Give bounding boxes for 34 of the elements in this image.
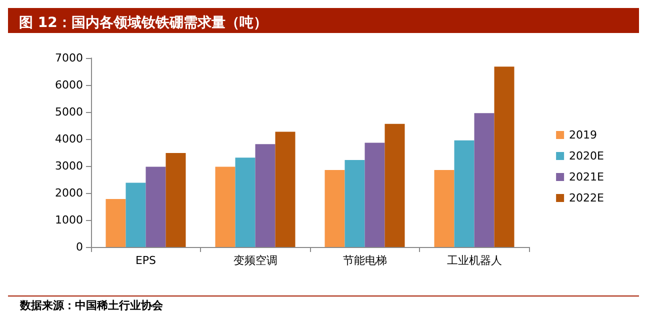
y-tick-label: 7000 [55, 52, 83, 64]
bar [166, 153, 186, 247]
legend-label: 2019 [569, 128, 598, 142]
source-note: 数据来源：中国稀土行业协会 [19, 299, 164, 312]
bar [384, 124, 405, 247]
y-tick-label: 4000 [55, 132, 83, 146]
y-tick-label: 6000 [55, 78, 83, 92]
bar [215, 166, 236, 247]
bar [255, 144, 276, 247]
legend-label: 2021E [569, 170, 604, 184]
legend-label: 2022E [569, 192, 604, 204]
bar [344, 160, 365, 247]
bar [146, 166, 166, 247]
bar [364, 142, 385, 247]
bar [474, 113, 494, 247]
legend-label: 2020E [569, 150, 604, 162]
x-tick-label: 节能电梯 [342, 254, 387, 267]
bar [275, 132, 296, 247]
bar [434, 170, 454, 247]
y-tick-label: 2000 [55, 186, 83, 200]
bar [494, 66, 514, 247]
x-tick-label: 变频空调 [233, 254, 278, 267]
y-tick-label: 3000 [55, 160, 83, 172]
bar [126, 182, 146, 247]
chart-title: 图 12：国内各领域钕铁硼需求量（吨） [19, 15, 268, 31]
bar [235, 158, 256, 247]
y-tick-label: 1000 [55, 214, 83, 226]
bar [324, 170, 345, 247]
x-tick-label: EPS [135, 254, 156, 267]
y-tick-label: 5000 [55, 106, 83, 118]
bar [106, 198, 126, 247]
bar [454, 140, 474, 247]
y-tick-label: 0 [76, 240, 83, 254]
x-tick-label: 工业机器人 [446, 254, 502, 267]
